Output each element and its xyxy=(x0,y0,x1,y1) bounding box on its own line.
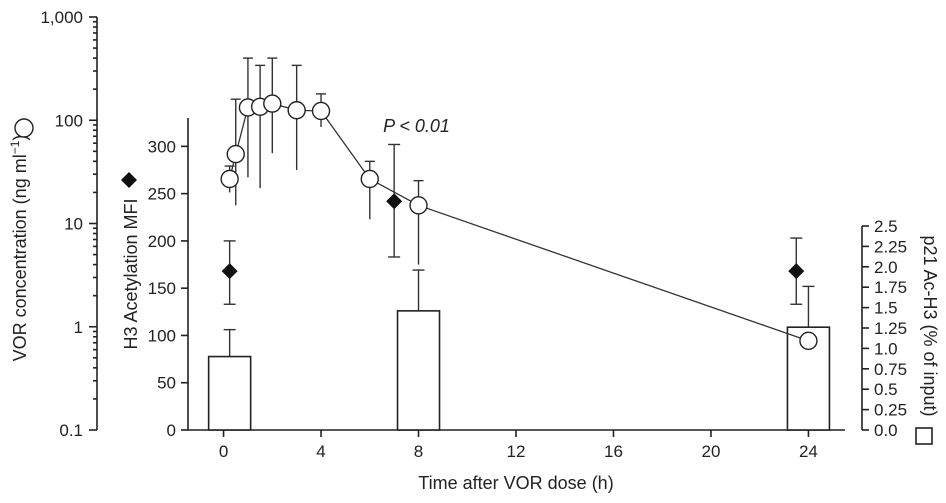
vor-point xyxy=(409,196,428,215)
mfi-point xyxy=(386,193,403,210)
vor-tick-label: 1 xyxy=(74,318,83,337)
legend-square-marker xyxy=(915,427,933,445)
p21-tick-label: 2.5 xyxy=(874,217,898,236)
axes-group: 0 4 8 12 16 20 24 0.1 1 10 100 1,000 0 50 100 150 200 250… xyxy=(40,8,907,461)
p-value-annotation: P < 0.01 xyxy=(383,116,450,136)
vor-line xyxy=(229,102,809,342)
mfi-axis-label: H3 Acetylation MFI xyxy=(121,198,141,349)
mfi-tick-label: 0 xyxy=(167,421,176,440)
mfi-tick-label: 100 xyxy=(148,326,176,345)
mfi-tick-label: 200 xyxy=(148,232,176,251)
vor-tick-label: 100 xyxy=(55,111,83,130)
vor-point xyxy=(287,101,306,120)
x-axis-label: Time after VOR dose (h) xyxy=(418,473,613,493)
p21-tick-label: 2.0 xyxy=(874,258,898,277)
mfi-diamond-series xyxy=(221,143,805,305)
mfi-tick-label: 150 xyxy=(148,279,176,298)
vor-point xyxy=(311,101,331,121)
mfi-point xyxy=(221,263,238,280)
x-tick-label: 0 xyxy=(219,442,228,461)
vor-point xyxy=(360,169,379,189)
p21-tick-label: 1.25 xyxy=(874,319,907,338)
vor-point xyxy=(226,144,245,164)
vor-point xyxy=(220,169,239,189)
p21-tick-label: 1.0 xyxy=(874,339,898,358)
p21-tick-label: 1.5 xyxy=(874,299,898,318)
p21-tick-label: 0.75 xyxy=(874,360,907,379)
vor-point xyxy=(263,94,282,113)
p21-axis-label: p21 Ac-H3 (% of input) xyxy=(920,235,940,416)
p21-tick-label: 0.0 xyxy=(874,421,898,440)
p21-tick-label: 2.25 xyxy=(874,237,907,256)
bar-series xyxy=(207,269,831,431)
x-tick-label: 24 xyxy=(799,442,818,461)
x-tick-label: 4 xyxy=(316,442,325,461)
x-tick-label: 12 xyxy=(507,442,526,461)
legend-circle-marker xyxy=(14,118,34,138)
vor-tick-label: 1,000 xyxy=(40,8,83,27)
p21-tick-label: 0.5 xyxy=(874,380,898,399)
vor-line-series xyxy=(220,57,818,351)
vor-tick-label: 10 xyxy=(64,215,83,234)
p21-tick-label: 1.75 xyxy=(874,278,907,297)
bar xyxy=(207,355,252,431)
x-tick-label: 20 xyxy=(702,442,721,461)
labels-group: Time after VOR dose (h) VOR concentration… xyxy=(8,116,940,493)
x-tick-label: 16 xyxy=(604,442,623,461)
mfi-tick-label: 300 xyxy=(148,137,176,156)
vor-tick-label: 0.1 xyxy=(59,421,83,440)
mfi-tick-label: 250 xyxy=(148,185,176,204)
legend-diamond-marker xyxy=(121,172,137,188)
x-tick-label: 8 xyxy=(414,442,423,461)
vor-point xyxy=(799,331,818,351)
p21-tick-label: 0.25 xyxy=(874,401,907,420)
bar xyxy=(396,310,441,431)
mfi-tick-label: 50 xyxy=(157,374,176,393)
vor-axis-label: VOR concentration (ng ml−1) xyxy=(8,135,30,362)
mfi-point xyxy=(788,263,805,280)
